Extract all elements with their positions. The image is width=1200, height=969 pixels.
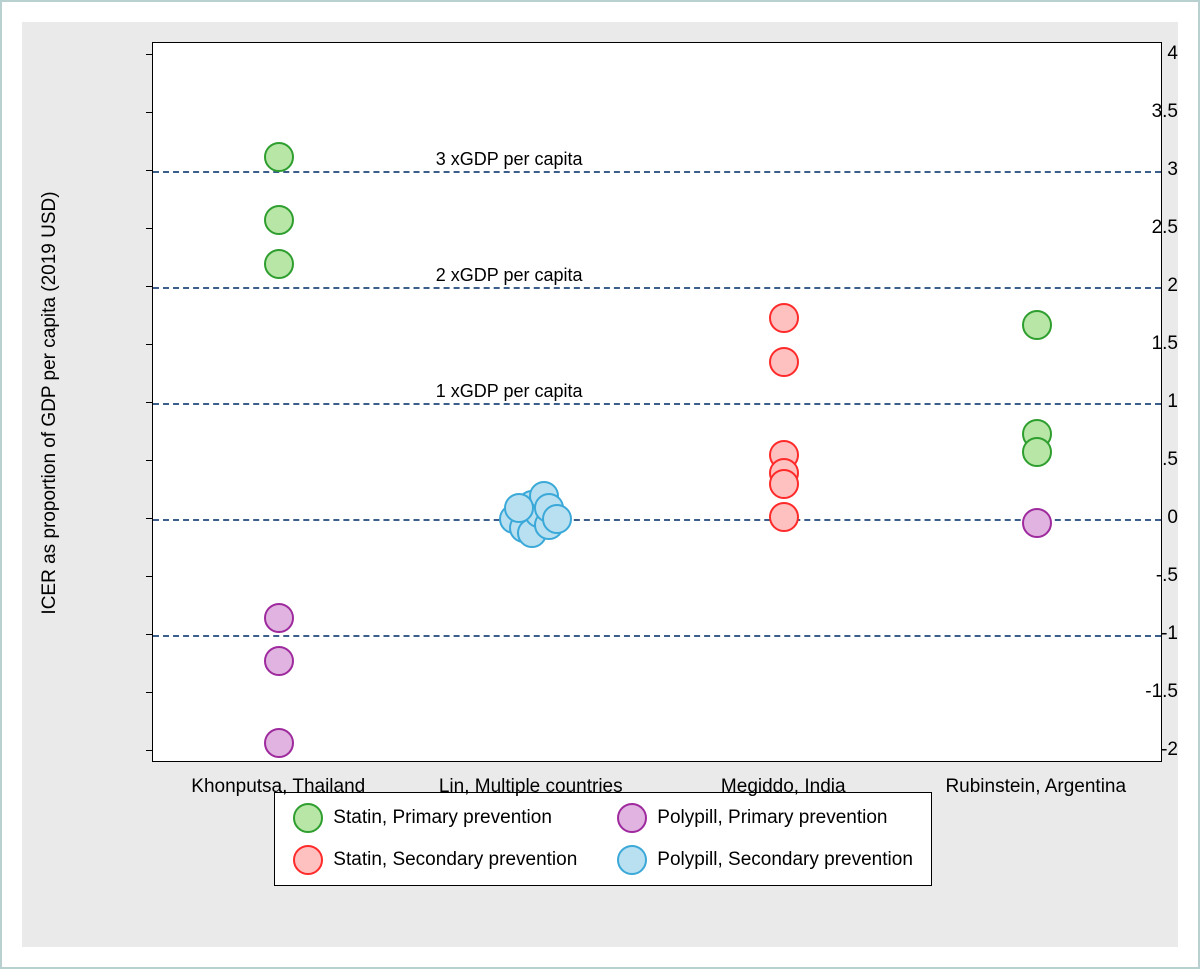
legend-item: Polypill, Secondary prevention	[617, 845, 913, 875]
legend-swatch	[293, 803, 323, 833]
data-point	[1022, 310, 1052, 340]
y-tick-label: 1.5	[1062, 333, 1178, 355]
data-point	[769, 303, 799, 333]
y-tick-label: -2	[1062, 739, 1178, 761]
y-tick-label: 2.5	[1062, 217, 1178, 239]
data-point	[1022, 437, 1052, 467]
x-tick-label: Khonputsa, Thailand	[191, 776, 365, 798]
legend-swatch	[617, 803, 647, 833]
legend-label: Polypill, Primary prevention	[657, 807, 887, 829]
data-point	[264, 646, 294, 676]
reference-line-label: 1 xGDP per capita	[436, 381, 583, 402]
data-point	[542, 504, 572, 534]
legend-label: Polypill, Secondary prevention	[657, 849, 913, 871]
data-point	[769, 469, 799, 499]
plot-area: 1 xGDP per capita 2 xGDP per capita 3 xGDP…	[152, 42, 1162, 762]
y-tick-mark	[146, 170, 152, 171]
y-tick-mark	[146, 460, 152, 461]
y-tick-mark	[146, 692, 152, 693]
y-tick-mark	[146, 402, 152, 403]
x-tick-label: Lin, Multiple countries	[439, 776, 623, 798]
legend-label: Statin, Secondary prevention	[333, 849, 577, 871]
data-point	[769, 502, 799, 532]
y-tick-mark	[146, 750, 152, 751]
reference-line	[153, 171, 1161, 173]
y-tick-mark	[146, 634, 152, 635]
y-tick-mark	[146, 286, 152, 287]
y-tick-label: 3.5	[1062, 101, 1178, 123]
x-tick-label: Megiddo, India	[721, 776, 846, 798]
data-point	[264, 603, 294, 633]
y-tick-label: 3	[1062, 159, 1178, 181]
chart-outer-frame: 1 xGDP per capita 2 xGDP per capita 3 xGDP…	[0, 0, 1200, 969]
legend-swatch	[293, 845, 323, 875]
reference-line-label: 3 xGDP per capita	[436, 149, 583, 170]
data-point	[1022, 508, 1052, 538]
y-tick-mark	[146, 228, 152, 229]
legend-item: Statin, Primary prevention	[293, 803, 577, 833]
x-tick-label: Rubinstein, Argentina	[945, 776, 1126, 798]
y-tick-mark	[146, 54, 152, 55]
y-tick-label: 0	[1062, 507, 1178, 529]
data-point	[504, 493, 534, 523]
y-tick-label: -.5	[1062, 565, 1178, 587]
chart-container: 1 xGDP per capita 2 xGDP per capita 3 xGDP…	[22, 22, 1178, 947]
y-axis-title: ICER as proportion of GDP per capita (20…	[39, 43, 61, 763]
legend: Statin, Primary prevention Polypill, Prim…	[274, 792, 932, 886]
data-point	[264, 249, 294, 279]
reference-line	[153, 403, 1161, 405]
legend-item: Statin, Secondary prevention	[293, 845, 577, 875]
y-tick-label: 4	[1062, 43, 1178, 65]
data-point	[264, 142, 294, 172]
reference-line-label: 2 xGDP per capita	[436, 265, 583, 286]
legend-swatch	[617, 845, 647, 875]
y-tick-label: -1	[1062, 623, 1178, 645]
data-point	[769, 347, 799, 377]
y-tick-mark	[146, 112, 152, 113]
y-tick-label: .5	[1062, 449, 1178, 471]
data-point	[264, 205, 294, 235]
data-point	[264, 728, 294, 758]
y-tick-mark	[146, 344, 152, 345]
y-tick-label: 2	[1062, 275, 1178, 297]
y-tick-label: 1	[1062, 391, 1178, 413]
legend-item: Polypill, Primary prevention	[617, 803, 913, 833]
y-tick-mark	[146, 576, 152, 577]
y-tick-mark	[146, 518, 152, 519]
y-tick-label: -1.5	[1062, 681, 1178, 703]
reference-line	[153, 519, 1161, 521]
reference-line	[153, 287, 1161, 289]
reference-line	[153, 635, 1161, 637]
legend-label: Statin, Primary prevention	[333, 807, 552, 829]
